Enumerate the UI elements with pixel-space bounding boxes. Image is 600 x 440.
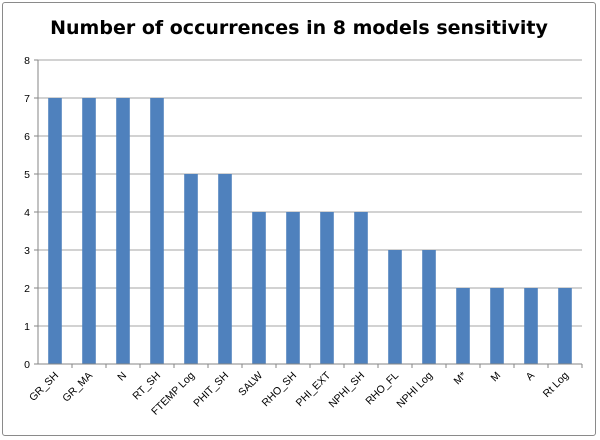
bar-nphi-log <box>422 250 436 364</box>
chart-title: Number of occurrences in 8 models sensit… <box>50 17 548 39</box>
bars <box>48 98 572 364</box>
bar-m <box>456 288 470 364</box>
y-tick-label: 4 <box>24 207 30 219</box>
x-tick-label: Rt Log <box>541 370 571 400</box>
y-tick-label: 1 <box>24 321 30 333</box>
x-tick-label: GR_MA <box>60 370 95 405</box>
bar-rt-sh <box>150 98 164 364</box>
y-tick-labels: 0 1 2 3 4 5 6 7 8 <box>24 55 30 371</box>
bar-gr-sh <box>48 98 62 364</box>
bar-a <box>524 288 538 364</box>
x-tick-label: PHIT_SH <box>191 370 231 410</box>
x-tick-label: M* <box>452 370 470 388</box>
bar-nphi-sh <box>354 212 368 364</box>
bar-rt-log <box>558 288 572 364</box>
y-tick-label: 3 <box>24 245 30 257</box>
axes <box>34 59 583 368</box>
bar-gr-ma <box>82 98 96 364</box>
x-tick-label: SALW <box>236 370 265 399</box>
x-tick-label: RHO_SH <box>260 370 299 409</box>
x-tick-label: GR_SH <box>27 370 61 404</box>
y-tick-label: 2 <box>24 283 30 295</box>
bar-n <box>116 98 130 364</box>
bar-m <box>490 288 504 364</box>
bar-phit-sh <box>218 174 232 364</box>
x-tick-label: RT_SH <box>130 370 163 403</box>
y-tick-label: 0 <box>24 359 30 371</box>
bar-ftemp-log <box>184 174 198 364</box>
x-tick-label: NPHI_SH <box>326 370 367 411</box>
y-tick-label: 8 <box>24 55 30 67</box>
bar-rho-sh <box>286 212 300 364</box>
x-tick-label: M <box>488 370 503 385</box>
x-tick-label: A <box>524 370 537 383</box>
y-tick-label: 6 <box>24 131 30 143</box>
x-tick-label: NPHI Log <box>394 370 435 411</box>
x-tick-label: N <box>115 370 129 384</box>
bar-rho-fl <box>388 250 402 364</box>
y-tick-label: 7 <box>24 93 30 105</box>
bar-phi-ext <box>320 212 334 364</box>
bar-salw <box>252 212 266 364</box>
y-tick-label: 5 <box>24 169 30 181</box>
